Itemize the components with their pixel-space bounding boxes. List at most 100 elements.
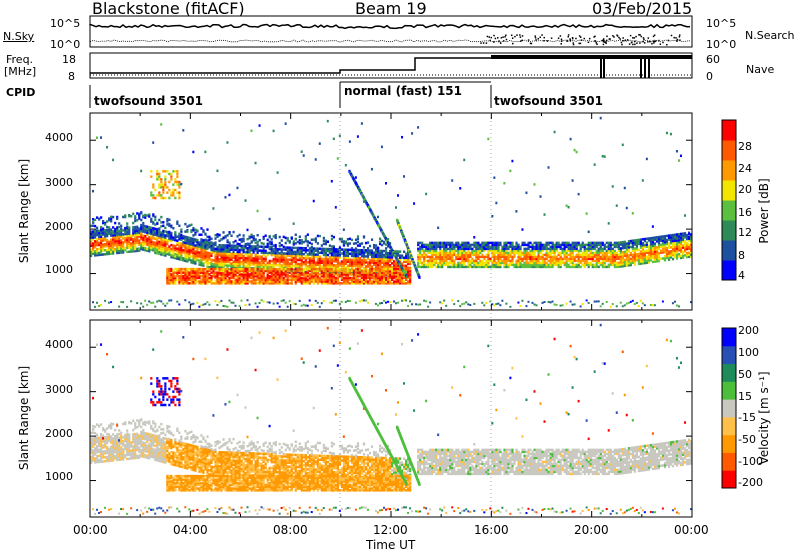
- power-cell: [531, 243, 534, 247]
- power-cell: [158, 191, 161, 194]
- power-cell: [248, 265, 251, 268]
- power-cell: [152, 183, 155, 186]
- power-cell: [278, 235, 281, 239]
- power-cell: [613, 257, 616, 261]
- power-cell: [384, 263, 388, 267]
- power-cell: [338, 250, 342, 253]
- power-cell: [405, 258, 408, 262]
- noise-dot: [595, 42, 598, 44]
- power-cell: [621, 254, 624, 258]
- power-cell: [419, 247, 422, 251]
- power-cell: [465, 255, 468, 259]
- power-cell: [278, 271, 281, 274]
- power-cell: [445, 247, 448, 251]
- noise-search-trace: [89, 39, 691, 43]
- power-cell: [336, 274, 340, 278]
- power-cell: [437, 255, 440, 259]
- noise-dot: [675, 37, 677, 39]
- power-cell: [334, 267, 338, 271]
- power-cell: [360, 269, 364, 273]
- power-cell: [274, 261, 277, 265]
- power-cell: [192, 150, 195, 154]
- power-cell: [216, 271, 219, 274]
- power-cell: [613, 263, 616, 267]
- power-cell: [222, 269, 225, 273]
- power-cell: [366, 301, 369, 304]
- power-cell: [272, 261, 275, 265]
- power-cell: [475, 241, 478, 245]
- power-cell: [296, 248, 299, 252]
- power-cell: [360, 263, 364, 266]
- power-cell: [172, 194, 175, 197]
- power-cell: [391, 258, 394, 261]
- power-cell: [288, 282, 291, 285]
- power-cell: [182, 271, 185, 274]
- power-cell: [577, 263, 580, 267]
- power-cell: [505, 263, 508, 267]
- power-cell: [190, 303, 193, 306]
- power-cell: [300, 280, 303, 283]
- power-cell: [180, 278, 183, 282]
- power-cell: [346, 252, 350, 256]
- power-cell: [529, 245, 532, 249]
- power-cell: [216, 249, 219, 253]
- power-cell: [286, 305, 289, 308]
- power-cell: [362, 251, 366, 254]
- power-cell: [194, 282, 197, 285]
- power-cell: [591, 243, 594, 247]
- power-cell: [589, 263, 592, 267]
- power-cell: [637, 260, 641, 264]
- power-cell: [282, 299, 285, 302]
- power-cell: [579, 247, 582, 251]
- power-cell: [431, 241, 434, 245]
- power-cell: [533, 259, 536, 263]
- power-cell: [324, 249, 327, 253]
- power-cell: [274, 243, 277, 247]
- power-cell: [423, 251, 426, 255]
- power-cell: [533, 257, 536, 261]
- power-cell: [112, 250, 115, 253]
- power-cell: [376, 249, 380, 253]
- power-cell: [326, 274, 329, 278]
- noise-dot: [505, 34, 507, 37]
- power-cell: [328, 269, 331, 273]
- power-cell: [266, 265, 269, 269]
- power-cell: [380, 280, 384, 283]
- nave-tick-top: 60: [706, 53, 720, 66]
- power-cell: [94, 252, 97, 255]
- noise-dot: [580, 39, 583, 41]
- power-cell: [308, 257, 311, 260]
- power-cell: [439, 259, 442, 263]
- power-cell: [316, 301, 319, 304]
- power-cell: [298, 254, 301, 258]
- power-cell: [314, 240, 317, 243]
- power-cell: [290, 264, 293, 268]
- power-cell: [633, 247, 637, 250]
- power-cell: [441, 251, 444, 255]
- power-cell: [274, 255, 277, 259]
- noise-dot: [521, 39, 523, 42]
- power-cell: [623, 244, 626, 248]
- power-cell: [457, 253, 460, 257]
- power-cell: [306, 280, 309, 283]
- power-cell: [286, 254, 289, 257]
- power-cell: [218, 267, 221, 271]
- noise-dot: [666, 43, 668, 46]
- power-cell: [226, 271, 229, 274]
- power-cell: [190, 267, 193, 271]
- power-cell: [228, 278, 231, 282]
- power-cell: [324, 280, 327, 283]
- power-cell: [607, 259, 610, 263]
- power-cell: [272, 276, 275, 280]
- power-cell: [591, 251, 594, 255]
- power-cell: [569, 261, 572, 265]
- power-cell: [156, 232, 159, 235]
- power-cell: [120, 233, 123, 236]
- power-cell: [437, 251, 440, 255]
- power-cell: [192, 257, 195, 261]
- power-cell: [150, 246, 153, 250]
- power-cell: [192, 273, 195, 276]
- power-cell: [304, 251, 307, 254]
- power-cell: [204, 274, 207, 278]
- power-cell: [555, 249, 558, 253]
